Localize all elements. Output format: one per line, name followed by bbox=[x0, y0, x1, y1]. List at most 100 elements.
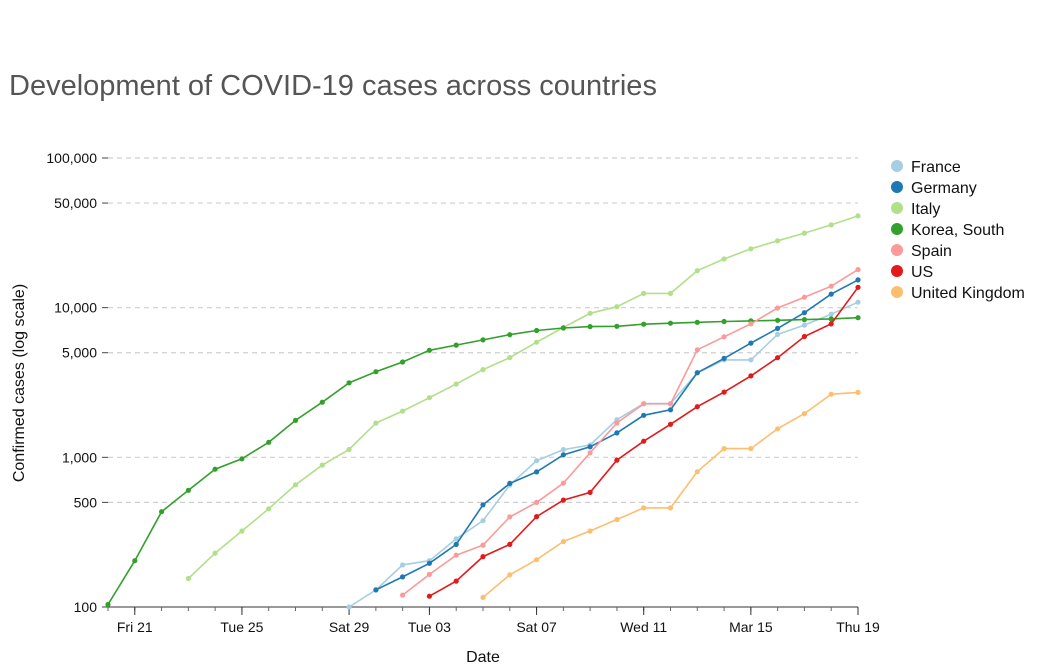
data-point-spain bbox=[748, 321, 754, 327]
data-point-us bbox=[855, 284, 861, 290]
legend-label: Korea, South bbox=[911, 222, 1004, 239]
x-tick-label: Tue 03 bbox=[408, 619, 451, 635]
data-point-italy bbox=[694, 268, 700, 274]
legend-item-united-kingdom: United Kingdom bbox=[891, 285, 1025, 302]
y-tick-label: 1,000 bbox=[62, 449, 97, 465]
data-point-italy bbox=[453, 381, 459, 387]
legend-swatch bbox=[891, 160, 903, 172]
data-point-united-kingdom bbox=[667, 505, 674, 511]
data-point-us bbox=[641, 438, 647, 444]
data-point-germany bbox=[775, 325, 781, 331]
data-point-united-kingdom bbox=[694, 469, 700, 475]
data-point-spain bbox=[614, 420, 620, 426]
data-point-us bbox=[453, 578, 459, 584]
data-point-germany bbox=[507, 480, 513, 486]
x-tick-label: Mar 15 bbox=[729, 619, 773, 635]
y-tick-label: 10,000 bbox=[54, 300, 97, 316]
data-point-us bbox=[801, 333, 808, 340]
data-point-united-kingdom bbox=[507, 572, 513, 578]
chart-title: Development of COVID-19 cases across cou… bbox=[9, 70, 657, 102]
x-tick-label: Sat 07 bbox=[516, 619, 557, 635]
series-lines bbox=[105, 213, 861, 610]
data-point-united-kingdom bbox=[587, 528, 593, 534]
data-point-united-kingdom bbox=[480, 594, 486, 601]
legend-label: United Kingdom bbox=[911, 285, 1025, 302]
legend-swatch bbox=[891, 223, 903, 235]
data-point-italy bbox=[319, 462, 325, 468]
y-tick-label: 50,000 bbox=[54, 195, 97, 211]
data-point-korea-south bbox=[292, 417, 299, 423]
data-point-spain bbox=[400, 592, 406, 598]
data-point-us bbox=[694, 404, 700, 410]
data-point-korea-south bbox=[721, 318, 727, 325]
series-line-spain bbox=[402, 268, 859, 596]
data-point-france bbox=[775, 331, 781, 337]
data-point-spain bbox=[667, 401, 674, 407]
data-point-germany bbox=[373, 587, 379, 593]
gridlines bbox=[108, 157, 858, 503]
data-point-italy bbox=[507, 355, 513, 361]
data-point-italy bbox=[775, 238, 781, 244]
x-tick-label: Wed 11 bbox=[620, 619, 667, 635]
data-point-italy bbox=[185, 575, 191, 582]
data-point-italy bbox=[855, 213, 861, 219]
data-point-italy bbox=[828, 222, 834, 228]
y-axis: 100 500 1,000 5,000 10,000 50,000 100,000 bbox=[46, 150, 108, 615]
legend-label: Spain bbox=[911, 243, 952, 260]
data-point-us bbox=[587, 489, 593, 495]
data-point-korea-south bbox=[534, 327, 540, 334]
series-italy bbox=[185, 213, 861, 582]
legend-label: France bbox=[911, 159, 961, 176]
data-point-united-kingdom bbox=[855, 389, 861, 395]
data-point-korea-south bbox=[185, 487, 191, 493]
y-tick-label: 100 bbox=[74, 599, 98, 615]
data-point-germany bbox=[453, 541, 459, 548]
x-axis-title: Date bbox=[466, 649, 500, 666]
data-point-italy bbox=[426, 395, 432, 401]
data-point-germany bbox=[480, 502, 486, 508]
data-point-italy bbox=[641, 290, 647, 296]
x-tick-label: Fri 21 bbox=[117, 619, 153, 635]
series-germany bbox=[373, 277, 861, 593]
x-tick-label: Sat 29 bbox=[329, 619, 370, 635]
legend-swatch bbox=[891, 202, 903, 214]
data-point-spain bbox=[534, 499, 540, 505]
data-point-us bbox=[480, 554, 486, 560]
data-point-korea-south bbox=[775, 317, 781, 323]
data-point-spain bbox=[480, 542, 486, 548]
data-point-korea-south bbox=[828, 316, 834, 322]
data-point-italy bbox=[614, 304, 620, 310]
legend-item-us: US bbox=[891, 264, 933, 281]
data-point-germany bbox=[400, 574, 406, 580]
data-point-korea-south bbox=[694, 319, 700, 325]
legend-swatch bbox=[891, 265, 903, 277]
data-point-korea-south bbox=[507, 332, 513, 338]
data-point-korea-south bbox=[239, 456, 245, 462]
data-point-korea-south bbox=[855, 315, 861, 321]
data-point-france bbox=[346, 604, 352, 610]
legend-item-italy: Italy bbox=[891, 201, 940, 218]
legend-item-korea-south: Korea, South bbox=[891, 222, 1004, 239]
data-point-korea-south bbox=[614, 323, 620, 329]
data-point-us bbox=[614, 457, 620, 463]
y-tick-label: 5,000 bbox=[62, 345, 97, 361]
series-line-korea-south bbox=[107, 316, 859, 605]
data-point-germany bbox=[855, 277, 861, 283]
data-point-spain bbox=[426, 571, 432, 578]
data-point-italy bbox=[292, 482, 299, 488]
data-point-korea-south bbox=[641, 321, 647, 327]
data-point-korea-south bbox=[132, 558, 138, 564]
data-point-italy bbox=[239, 528, 245, 534]
series-spain bbox=[400, 267, 861, 598]
legend-swatch bbox=[891, 181, 903, 193]
series-france bbox=[346, 299, 861, 610]
data-point-us bbox=[667, 421, 674, 427]
data-point-united-kingdom bbox=[748, 446, 754, 452]
data-point-germany bbox=[694, 370, 700, 376]
data-point-us bbox=[534, 514, 540, 520]
legend-label: Germany bbox=[911, 180, 977, 197]
series-korea-south bbox=[105, 315, 861, 608]
data-point-korea-south bbox=[480, 337, 486, 343]
data-point-korea-south bbox=[560, 325, 567, 331]
